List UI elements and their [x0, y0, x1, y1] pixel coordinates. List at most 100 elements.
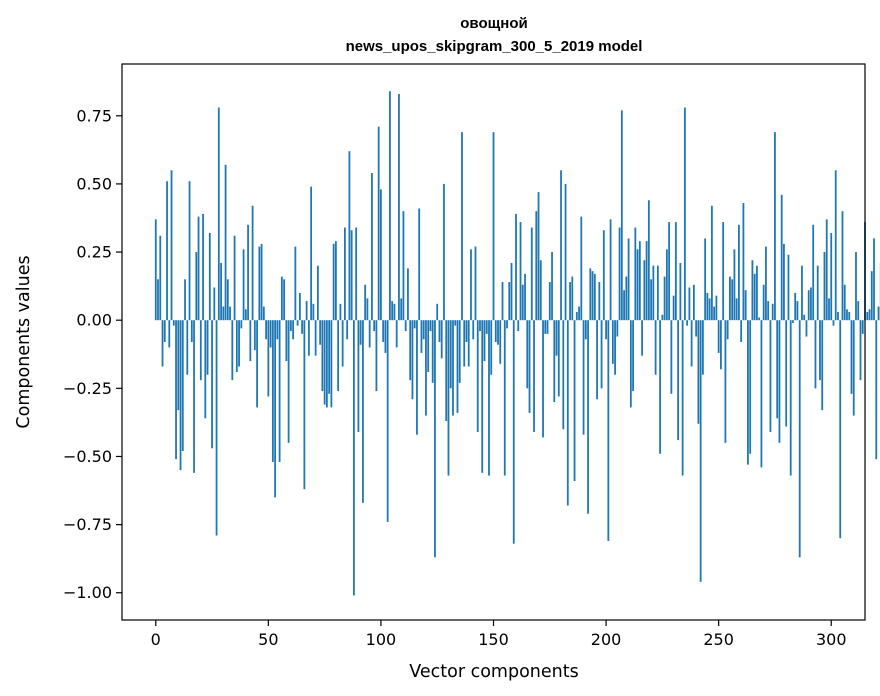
bar-144: [479, 320, 481, 332]
bar-307: [846, 309, 848, 321]
bar-2: [159, 235, 162, 321]
bar-166: [528, 320, 531, 413]
bar-16: [190, 320, 193, 342]
bar-284: [794, 292, 797, 321]
bar-223: [656, 265, 659, 321]
bar-239: [692, 284, 695, 321]
bar-99: [377, 126, 380, 321]
bar-152: [497, 320, 499, 345]
bar-77: [328, 320, 331, 394]
bar-91: [359, 320, 362, 345]
bar-140: [470, 249, 472, 321]
bar-180: [560, 170, 562, 321]
bar-48: [262, 306, 265, 321]
bar-76: [325, 320, 328, 408]
bar-121: [427, 320, 430, 372]
chart-title-line-2: news_upos_skipgram_300_5_2019 model: [346, 38, 643, 55]
bar-253: [724, 320, 727, 443]
bar-242: [699, 320, 702, 582]
bar-250: [717, 320, 720, 353]
bar-198: [600, 320, 603, 389]
bar-136: [461, 132, 463, 321]
bar-319: [873, 238, 875, 321]
bar-207: [620, 110, 623, 321]
bar-81: [337, 320, 340, 392]
bar-169: [535, 211, 538, 321]
bar-229: [670, 320, 673, 394]
x-tick-label: 200: [591, 630, 622, 649]
bar-162: [519, 222, 522, 321]
bar-172: [542, 320, 544, 438]
bar-0: [154, 219, 157, 321]
bar-215: [638, 241, 641, 321]
bar-105: [391, 301, 394, 321]
bar-66: [303, 320, 306, 490]
bar-50: [267, 320, 270, 397]
bar-305: [841, 211, 844, 321]
bar-21: [202, 213, 204, 321]
bar-9: [175, 320, 177, 460]
bar-237: [688, 287, 691, 321]
bar-303: [837, 312, 839, 321]
bar-189: [580, 216, 583, 321]
bar-260: [740, 320, 743, 342]
bar-221: [652, 265, 655, 321]
bar-138: [465, 320, 468, 342]
bar-201: [607, 320, 610, 541]
bar-29: [220, 262, 222, 321]
bar-173: [544, 320, 547, 334]
bar-94: [366, 298, 369, 321]
bar-64: [298, 292, 301, 321]
bar-267: [756, 265, 758, 321]
bar-8: [172, 320, 175, 326]
bar-206: [618, 227, 621, 321]
bar-17: [193, 320, 195, 473]
bar-5: [166, 181, 168, 321]
bar-178: [555, 320, 558, 356]
bar-266: [753, 273, 756, 321]
bar-231: [674, 222, 677, 321]
bar-143: [476, 320, 479, 432]
bar-114: [411, 320, 414, 400]
bar-153: [499, 320, 502, 364]
bar-246: [708, 298, 711, 321]
plot-frame: [121, 63, 866, 621]
bar-167: [530, 227, 533, 321]
bar-75: [323, 320, 326, 405]
bar-248: [713, 306, 716, 321]
bar-57: [283, 279, 286, 321]
bar-311: [855, 252, 857, 321]
bar-101: [382, 320, 385, 342]
bar-63: [296, 320, 299, 326]
bar-137: [463, 320, 466, 367]
bar-277: [778, 320, 781, 443]
bar-170: [537, 192, 540, 321]
bar-220: [650, 279, 653, 321]
bar-73: [319, 320, 322, 345]
bar-241: [697, 320, 700, 424]
bar-257: [733, 249, 736, 321]
bar-214: [636, 249, 639, 321]
bar-59: [287, 320, 290, 443]
bar-106: [393, 303, 396, 321]
bar-191: [584, 320, 587, 340]
bar-275: [774, 132, 776, 321]
bar-90: [357, 320, 360, 432]
bar-165: [526, 320, 529, 389]
bar-155: [503, 320, 506, 476]
bar-38: [240, 320, 243, 329]
bar-217: [643, 260, 646, 321]
bar-55: [278, 320, 281, 462]
bar-7: [170, 170, 173, 321]
bar-211: [629, 320, 632, 408]
bar-145: [481, 320, 484, 473]
bar-216: [641, 320, 643, 356]
bar-131: [449, 320, 452, 389]
bar-244: [704, 238, 707, 321]
bar-228: [668, 222, 671, 321]
bar-304: [839, 320, 842, 539]
bar-86: [348, 151, 351, 321]
bar-156: [506, 320, 508, 329]
bar-297: [823, 252, 826, 321]
bar-20: [199, 320, 202, 381]
